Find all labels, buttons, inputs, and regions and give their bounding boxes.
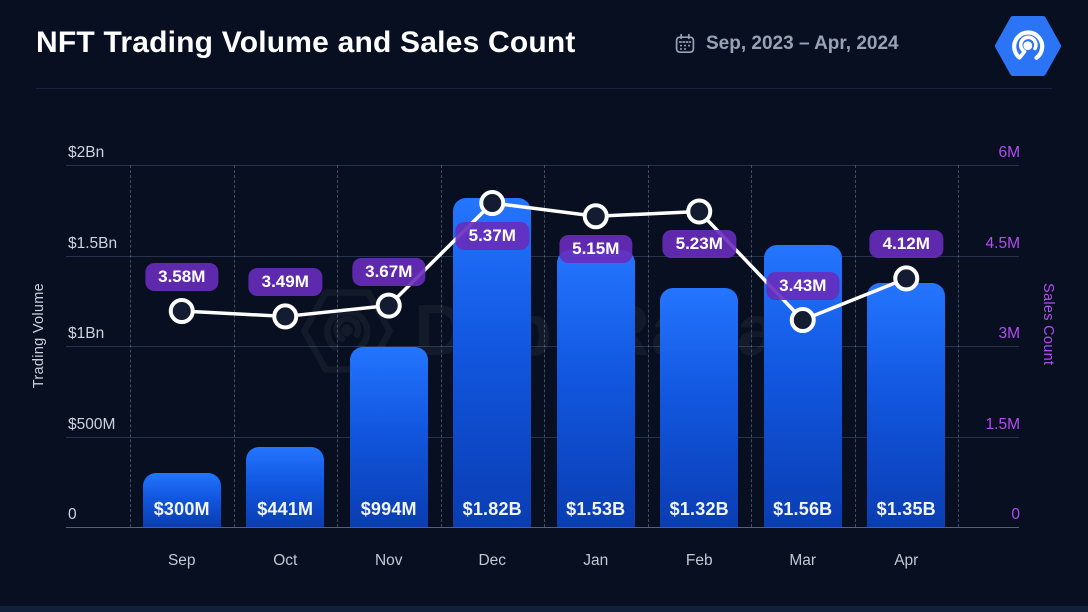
v-gridline-dashed <box>958 165 959 527</box>
x-axis-label: Jan <box>583 552 609 569</box>
date-range-label: Sep, 2023 – Apr, 2024 <box>706 33 899 54</box>
bar-value-label: $300M <box>153 498 210 519</box>
left-axis-tick: $1Bn <box>68 325 105 342</box>
line-marker <box>582 203 609 230</box>
page-title: NFT Trading Volume and Sales Count <box>36 26 576 59</box>
sales-count-badge: 3.67M <box>352 257 426 286</box>
right-axis-tick: 0 <box>1011 506 1020 523</box>
x-axis-label: Feb <box>685 552 713 569</box>
line-marker <box>375 292 402 319</box>
left-axis-tick: $1.5Bn <box>68 234 118 252</box>
x-axis-label: Sep <box>167 552 196 569</box>
sales-count-badge: 4.12M <box>869 230 943 259</box>
left-axis-tick: $500M <box>68 415 116 433</box>
sales-count-badge: 5.37M <box>455 222 529 250</box>
header-divider <box>36 88 1052 89</box>
x-axis-label: Oct <box>273 552 298 569</box>
v-gridline-dashed <box>233 165 235 527</box>
sales-count-badge: 3.43M <box>766 272 840 301</box>
x-axis-label: Mar <box>789 552 817 569</box>
footer-band <box>0 606 1088 612</box>
v-gridline-dashed <box>130 165 131 527</box>
h-gridline <box>66 165 1019 166</box>
dappradar-logo[interactable] <box>995 15 1061 77</box>
v-gridline-dashed <box>440 165 442 527</box>
v-gridline-dashed <box>544 165 545 527</box>
right-axis-tick: 6M <box>998 144 1020 161</box>
v-gridline-dashed <box>337 165 338 527</box>
right-axis-tick: 4.5M <box>985 234 1020 252</box>
right-axis-tick: 1.5M <box>985 415 1020 433</box>
sales-count-badge: 5.15M <box>559 235 633 264</box>
h-gridline <box>66 527 1019 528</box>
trading-volume-bar: $300M <box>142 472 221 527</box>
left-axis-tick: 0 <box>68 506 77 523</box>
trading-volume-bar: $441M <box>246 447 325 527</box>
v-gridline-dashed <box>751 165 752 527</box>
trading-volume-bar: $1.32B <box>660 288 739 527</box>
bar-value-label: $994M <box>360 498 417 519</box>
x-axis-label: Nov <box>374 552 403 569</box>
sales-count-badge: 5.23M <box>662 230 736 259</box>
bar-value-label: $441M <box>257 498 314 519</box>
x-axis-label: Apr <box>894 552 919 569</box>
h-gridline <box>66 436 1019 438</box>
bar-value-label: $1.53B <box>566 498 626 519</box>
sales-count-badge: 3.49M <box>248 268 322 297</box>
bar-value-label: $1.32B <box>669 498 729 519</box>
trading-volume-bar: $994M <box>349 347 428 527</box>
line-marker <box>272 303 299 330</box>
sales-count-badge: 3.58M <box>145 263 219 291</box>
bar-value-label: $1.82B <box>462 498 522 519</box>
left-axis-tick: $2Bn <box>68 144 105 161</box>
h-gridline <box>66 346 1019 347</box>
right-axis-tick: 3M <box>998 325 1020 342</box>
bar-value-label: $1.56B <box>773 498 833 519</box>
bar-value-label: $1.35B <box>876 498 936 519</box>
left-axis-title: Trading Volume <box>31 283 47 389</box>
x-axis-label: Dec <box>478 552 507 569</box>
line-marker <box>686 198 713 225</box>
dappradar-logo-icon <box>995 16 1061 76</box>
date-range: Sep, 2023 – Apr, 2024 <box>674 33 899 55</box>
v-gridline-dashed <box>647 165 649 527</box>
right-axis-title: Sales Count <box>1040 283 1056 366</box>
calendar-icon <box>675 33 695 54</box>
line-marker <box>168 298 195 325</box>
v-gridline-dashed <box>854 165 856 527</box>
trading-volume-bar: $1.35B <box>867 282 946 527</box>
trading-volume-bar: $1.53B <box>556 250 635 527</box>
